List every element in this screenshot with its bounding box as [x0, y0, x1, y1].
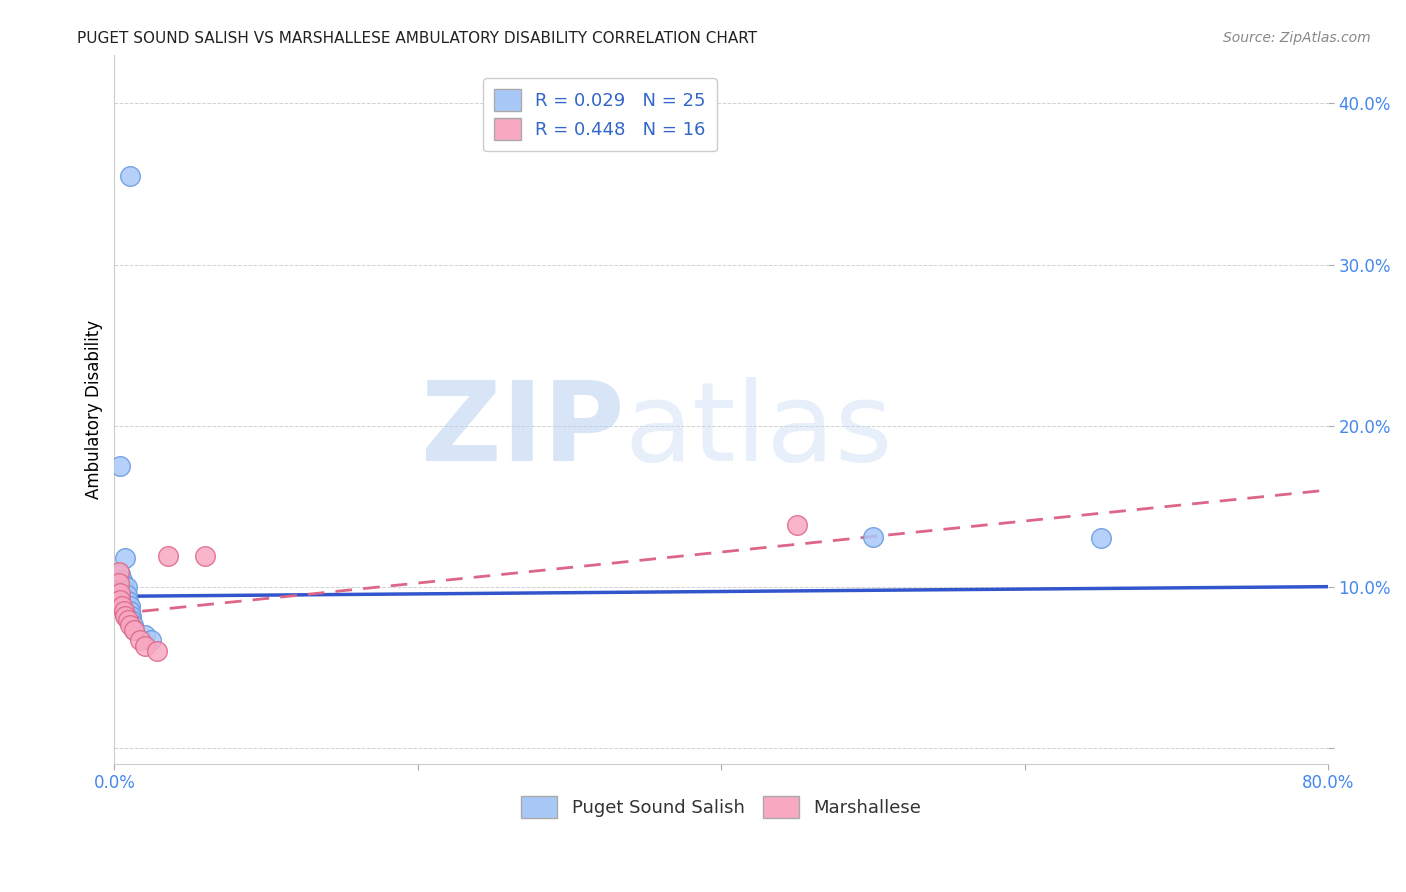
Point: [194, 549, 217, 563]
Point: [112, 578, 135, 592]
Text: PUGET SOUND SALISH VS MARSHALLESE AMBULATORY DISABILITY CORRELATION CHART: PUGET SOUND SALISH VS MARSHALLESE AMBULA…: [77, 31, 758, 46]
Point: [134, 639, 156, 653]
Point: [122, 623, 145, 637]
Point: [118, 618, 141, 632]
Point: [115, 580, 138, 594]
Point: [108, 565, 131, 579]
Point: [112, 582, 135, 597]
Point: [120, 608, 142, 623]
Point: [111, 599, 134, 613]
Point: [110, 586, 132, 600]
Text: Source: ZipAtlas.com: Source: ZipAtlas.com: [1223, 31, 1371, 45]
Point: [110, 566, 132, 581]
Point: [114, 550, 136, 565]
Point: [786, 518, 808, 533]
Point: [110, 592, 132, 607]
Text: atlas: atlas: [624, 377, 893, 484]
Point: [112, 592, 135, 607]
Point: [114, 602, 136, 616]
Point: [114, 598, 136, 612]
Point: [134, 628, 156, 642]
Point: [111, 573, 134, 587]
Point: [118, 599, 141, 613]
Y-axis label: Ambulatory Disability: Ambulatory Disability: [86, 320, 103, 499]
Point: [112, 604, 135, 618]
Point: [110, 458, 132, 473]
Point: [129, 632, 152, 647]
Point: [112, 588, 135, 602]
Point: [120, 614, 142, 628]
Point: [156, 549, 179, 563]
Text: ZIP: ZIP: [420, 377, 624, 484]
Point: [139, 632, 162, 647]
Point: [1090, 532, 1112, 546]
Point: [121, 618, 143, 632]
Point: [117, 614, 139, 628]
Point: [146, 644, 169, 658]
Point: [114, 607, 136, 621]
Point: [114, 608, 136, 623]
Point: [118, 604, 141, 618]
Point: [117, 594, 139, 608]
Point: [862, 530, 884, 544]
Point: [108, 576, 131, 591]
Point: [122, 623, 145, 637]
Point: [115, 588, 138, 602]
Legend: Puget Sound Salish, Marshallese: Puget Sound Salish, Marshallese: [515, 789, 928, 826]
Point: [118, 169, 141, 183]
